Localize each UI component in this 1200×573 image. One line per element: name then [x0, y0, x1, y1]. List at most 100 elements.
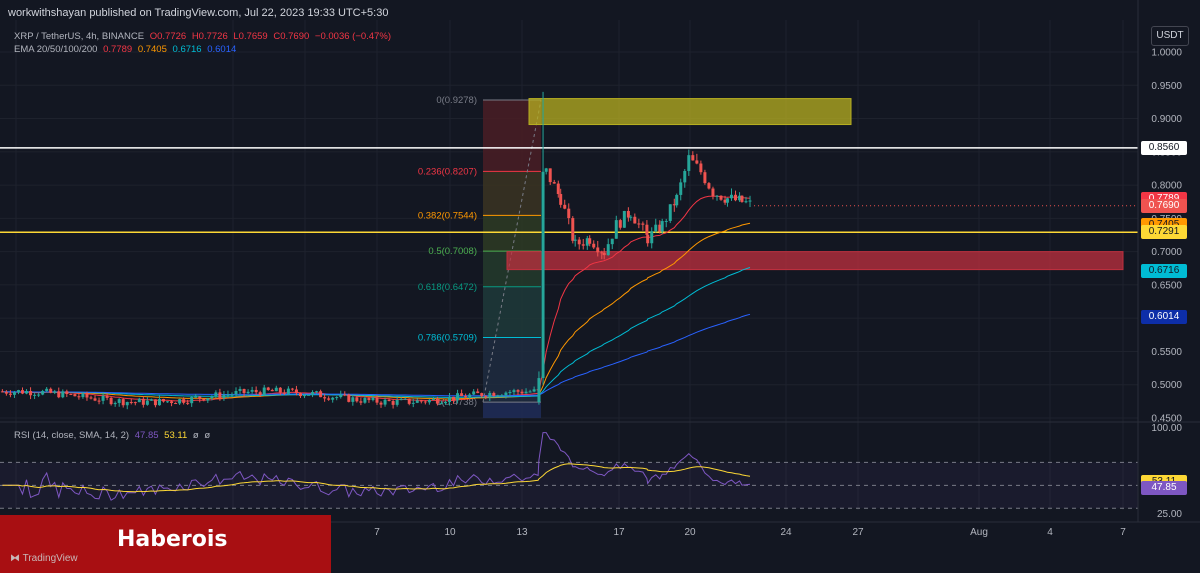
candle-body — [250, 389, 254, 392]
candle-body — [226, 394, 230, 396]
candle-body — [355, 397, 359, 402]
candle-body — [218, 392, 222, 399]
ohlc-low: L0.7659 — [233, 31, 268, 42]
candle-body — [363, 398, 367, 403]
candle-body — [387, 399, 391, 402]
candle-body — [198, 396, 202, 399]
candle-body — [585, 238, 589, 246]
price-tick-label: 0.6500 — [1151, 280, 1182, 291]
time-tick-label: 17 — [613, 527, 625, 538]
candle-body — [214, 392, 218, 397]
currency-button[interactable]: USDT — [1151, 26, 1189, 46]
candle-body — [403, 398, 407, 400]
candle-body — [53, 391, 57, 393]
candle-body — [512, 390, 516, 393]
candle-body — [161, 399, 165, 402]
candle-body — [672, 204, 676, 206]
candle-body — [230, 394, 234, 396]
candle-body — [274, 387, 278, 392]
candle-body — [464, 396, 468, 398]
candle-body — [541, 171, 545, 379]
candle-body — [559, 194, 563, 205]
candle-body — [668, 204, 672, 221]
candle-body — [439, 403, 443, 405]
candle-body — [61, 391, 65, 398]
candle-body — [0, 391, 4, 393]
ema20-line — [2, 195, 751, 402]
candle-body — [311, 392, 315, 395]
candle-body — [343, 394, 347, 396]
candle-body — [238, 388, 242, 391]
candle-body — [650, 231, 654, 244]
rsi-value: 47.85 — [134, 430, 159, 441]
candle-body — [8, 393, 12, 395]
price-tick-label: 0.4500 — [1151, 414, 1182, 425]
fib-band — [483, 337, 541, 403]
supply-demand-zones[interactable] — [506, 98, 1124, 271]
symbol-name: XRP / TetherUS, 4h, BINANCE — [14, 31, 145, 42]
ema100-line — [2, 267, 751, 398]
time-tick-label: 7 — [374, 527, 380, 538]
candle-body — [242, 388, 246, 394]
candle-body — [206, 398, 210, 401]
candle-body — [262, 387, 266, 396]
candle-body — [556, 183, 560, 195]
candle-body — [563, 204, 567, 209]
symbol-legend: XRP / TetherUS, 4h, BINANCE O0.7726 H0.7… — [14, 31, 391, 42]
candle-body — [69, 394, 73, 396]
rsi-label: RSI (14, close, SMA, 14, 2) — [14, 430, 130, 441]
candle-body — [427, 399, 431, 403]
candle-body — [145, 400, 149, 405]
candle-body — [29, 391, 33, 396]
candle-body — [258, 392, 262, 396]
candle-body — [592, 243, 596, 248]
candle-body — [37, 394, 41, 396]
candle-body — [660, 221, 664, 232]
candle-body — [516, 390, 520, 392]
ema200-value: 0.6014 — [207, 44, 237, 55]
candle-body — [302, 395, 306, 397]
candle-body — [415, 400, 419, 403]
candle-body — [246, 391, 250, 394]
time-tick-label: 20 — [684, 527, 696, 538]
price-tick-label: 0.7000 — [1151, 247, 1182, 258]
candle-body — [468, 394, 472, 398]
candle-body — [641, 223, 645, 225]
candle-body — [683, 170, 687, 183]
candle-body — [725, 198, 729, 203]
candle-body — [520, 391, 524, 394]
fib-level-label: 0.382(0.7544) — [418, 210, 477, 221]
candle-body — [633, 216, 637, 224]
candle-body — [443, 401, 447, 404]
ema50-value: 0.7405 — [137, 44, 167, 55]
candle-body — [567, 208, 571, 219]
candle-body — [89, 397, 93, 399]
candle-body — [577, 239, 581, 245]
fibonacci-retracement[interactable]: 0(0.9278) 0.236(0.8207) 0.382(0.7544) 0.5(0… — [418, 95, 542, 418]
candle-body — [16, 390, 20, 393]
candle-body — [664, 220, 668, 222]
candle-body — [610, 238, 614, 245]
time-tick-label: 10 — [444, 527, 456, 538]
ema-legend: EMA 20/50/100/200 0.7789 0.7405 0.6716 0… — [14, 44, 236, 55]
candle-body — [395, 400, 399, 405]
candle-body — [629, 216, 633, 218]
candle-body — [407, 398, 411, 404]
candle-body — [278, 387, 282, 393]
horizontal-lines[interactable] — [0, 147, 1138, 234]
candle-body — [254, 389, 258, 393]
candle-body — [740, 195, 744, 202]
candle-body — [174, 403, 178, 405]
candle-body — [626, 210, 630, 218]
candle-body — [137, 398, 141, 403]
candle-body — [41, 390, 45, 395]
candle-body — [734, 194, 738, 201]
candle-body — [537, 378, 541, 403]
fib-level-label: 0(0.9278) — [436, 95, 477, 106]
candle-body — [379, 402, 383, 405]
candle-body — [153, 399, 157, 406]
candle-body — [234, 390, 238, 395]
candle-body — [77, 396, 81, 398]
candle-body — [45, 388, 49, 391]
